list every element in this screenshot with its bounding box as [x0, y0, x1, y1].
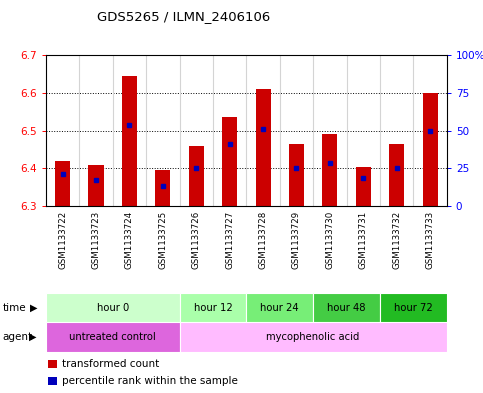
Bar: [356, 167, 371, 206]
Bar: [48, 377, 57, 386]
Text: GSM1133725: GSM1133725: [158, 211, 167, 269]
Bar: [55, 161, 70, 206]
Bar: [322, 134, 337, 206]
Bar: [48, 360, 57, 368]
Text: GSM1133728: GSM1133728: [258, 211, 268, 269]
Text: GSM1133729: GSM1133729: [292, 211, 301, 269]
Text: GSM1133731: GSM1133731: [359, 211, 368, 269]
Text: hour 24: hour 24: [260, 303, 299, 312]
Text: hour 0: hour 0: [97, 303, 129, 312]
Text: ▶: ▶: [29, 332, 37, 342]
Text: hour 48: hour 48: [327, 303, 366, 312]
Bar: [88, 165, 103, 206]
Text: agent: agent: [2, 332, 32, 342]
Text: ▶: ▶: [30, 303, 38, 312]
Bar: [423, 93, 438, 206]
Text: GSM1133724: GSM1133724: [125, 211, 134, 269]
Text: GSM1133723: GSM1133723: [91, 211, 100, 269]
Text: GSM1133732: GSM1133732: [392, 211, 401, 269]
Bar: [122, 76, 137, 206]
Bar: [222, 118, 237, 206]
Text: GSM1133722: GSM1133722: [58, 211, 67, 269]
Bar: [46, 293, 180, 322]
Bar: [380, 293, 447, 322]
Bar: [246, 293, 313, 322]
Text: mycophenolic acid: mycophenolic acid: [267, 332, 360, 342]
Bar: [46, 322, 180, 352]
Text: untreated control: untreated control: [70, 332, 156, 342]
Bar: [180, 293, 246, 322]
Text: GSM1133730: GSM1133730: [326, 211, 334, 269]
Bar: [389, 144, 404, 206]
Bar: [289, 144, 304, 206]
Bar: [180, 322, 447, 352]
Text: time: time: [2, 303, 26, 312]
Bar: [189, 146, 204, 206]
Text: GDS5265 / ILMN_2406106: GDS5265 / ILMN_2406106: [97, 10, 270, 23]
Text: hour 72: hour 72: [394, 303, 433, 312]
Text: transformed count: transformed count: [62, 359, 159, 369]
Text: percentile rank within the sample: percentile rank within the sample: [62, 376, 238, 386]
Bar: [156, 171, 170, 206]
Bar: [313, 293, 380, 322]
Bar: [256, 89, 270, 206]
Text: GSM1133726: GSM1133726: [192, 211, 201, 269]
Text: hour 12: hour 12: [194, 303, 232, 312]
Text: GSM1133733: GSM1133733: [426, 211, 435, 269]
Text: GSM1133727: GSM1133727: [225, 211, 234, 269]
